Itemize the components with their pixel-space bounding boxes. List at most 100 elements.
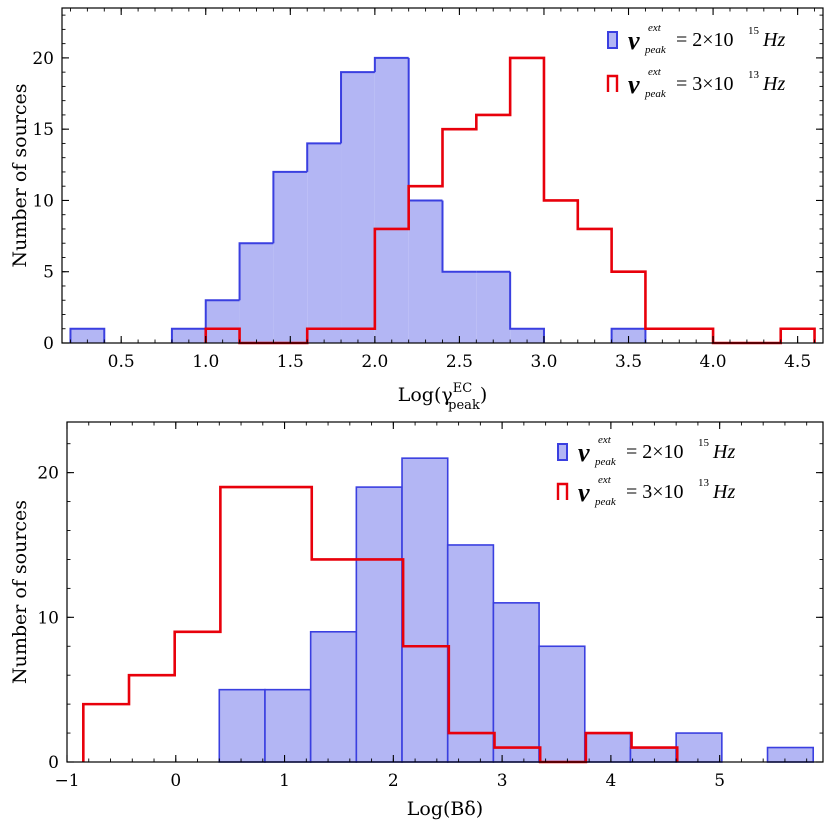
bar-outline (610, 327, 647, 343)
bar (446, 544, 495, 763)
x-tick-label: 1 (279, 771, 290, 791)
legend-unit: Hz (762, 29, 785, 51)
legend-equation: = 3×10 (676, 73, 734, 95)
bar (629, 746, 677, 763)
legend-sub: peak (594, 496, 617, 508)
legend-swatch-filled (557, 443, 568, 461)
bar (70, 328, 105, 343)
legend-sub: peak (644, 44, 667, 56)
legend-sup: ext (598, 434, 612, 446)
legend-nu: ν (578, 478, 590, 507)
x-tick-label: 1.5 (277, 352, 304, 372)
legend-equation: = 2×10 (626, 441, 684, 463)
bar-outline (509, 271, 545, 343)
bar (218, 688, 266, 763)
series-0 (69, 56, 647, 344)
bar (611, 328, 646, 343)
bar-outline (306, 142, 342, 172)
bar (205, 300, 240, 343)
x-axis-label: Log(Bδ) (407, 798, 483, 820)
bar-outline (204, 299, 240, 329)
bar (239, 243, 274, 343)
legend-equation: = 3×10 (626, 481, 684, 503)
x-axis: 0.5 1.0 1.5 2.0 2.5 3.0 3.5 4.0 4.5 (70, 8, 815, 372)
bar (374, 57, 409, 343)
bar (355, 486, 403, 763)
bar (583, 732, 632, 763)
legend-sub: peak (594, 456, 617, 468)
bar (401, 457, 449, 763)
legend-sup: ext (648, 66, 662, 78)
legend-unit: Hz (712, 481, 735, 503)
x-tick-label: 2.5 (446, 352, 473, 372)
bar-outline (170, 327, 206, 343)
bar (675, 732, 723, 763)
legend-nu: ν (578, 438, 590, 467)
bar-outline (272, 170, 308, 244)
bar (273, 171, 308, 343)
y-tick-label: 10 (37, 608, 59, 628)
legend-nu: ν (628, 70, 640, 99)
y-tick-label: 0 (43, 334, 54, 354)
y-tick-label: 20 (32, 49, 54, 69)
legend-swatch-step (556, 482, 569, 500)
x-tick-label: 3 (497, 771, 508, 791)
legend-exponent: 15 (698, 437, 710, 449)
step-line (82, 485, 679, 764)
legend-sub: peak (644, 88, 667, 100)
bar-outline (373, 56, 409, 73)
y-axis-label: Number of sources (9, 83, 31, 267)
y-tick-label: 15 (32, 120, 54, 140)
series-1 (204, 56, 816, 345)
bar (264, 688, 312, 763)
x-tick-label: 2 (388, 771, 399, 791)
legend-unit: Hz (762, 73, 785, 95)
bar-outline (238, 242, 274, 301)
bar (442, 271, 477, 343)
legend-equation: = 2×10 (676, 29, 734, 51)
step-line (204, 56, 816, 345)
bar-outline (441, 200, 477, 273)
x-tick-label: 0.5 (108, 352, 135, 372)
bar (510, 328, 544, 343)
y-axis: 0 10 20 (37, 443, 823, 773)
y-axis-label: Number of sources (9, 500, 31, 684)
bar (307, 143, 342, 343)
y-tick-label: 0 (48, 753, 59, 773)
x-tick-label: 2.0 (361, 352, 388, 372)
bar-outline (340, 71, 375, 144)
legend-exponent: 13 (698, 477, 710, 489)
y-tick-label: 5 (43, 263, 54, 283)
series-0 (218, 457, 815, 763)
x-tick-label: 1.0 (192, 352, 219, 372)
plot-frame (66, 421, 824, 763)
legend-unit: Hz (712, 441, 735, 463)
legend-swatch-step (606, 74, 619, 92)
bar-outline (407, 57, 443, 202)
legend-sup: ext (648, 22, 662, 34)
bar (538, 645, 586, 763)
x-axis: −1 0 1 2 3 4 5 (54, 422, 808, 791)
bar (341, 72, 375, 344)
legend-nu: ν (628, 26, 640, 55)
series-1 (82, 485, 679, 764)
y-tick-label: 10 (32, 191, 54, 211)
x-tick-label: 4.5 (784, 352, 811, 372)
bar-outline (69, 327, 106, 343)
y-tick-label: 20 (37, 464, 59, 484)
x-tick-label: 3.0 (530, 352, 557, 372)
x-tick-label: 3.5 (615, 352, 642, 372)
x-tick-label: 4.0 (700, 352, 727, 372)
bar (492, 602, 540, 763)
bar (309, 630, 358, 763)
x-tick-label: 5 (714, 771, 725, 791)
legend-exponent: 13 (748, 69, 760, 81)
x-tick-label: 4 (605, 771, 616, 791)
y-axis: 0 5 10 15 20 (32, 14, 823, 354)
legend-swatch-filled (607, 31, 618, 49)
bar (476, 271, 511, 343)
